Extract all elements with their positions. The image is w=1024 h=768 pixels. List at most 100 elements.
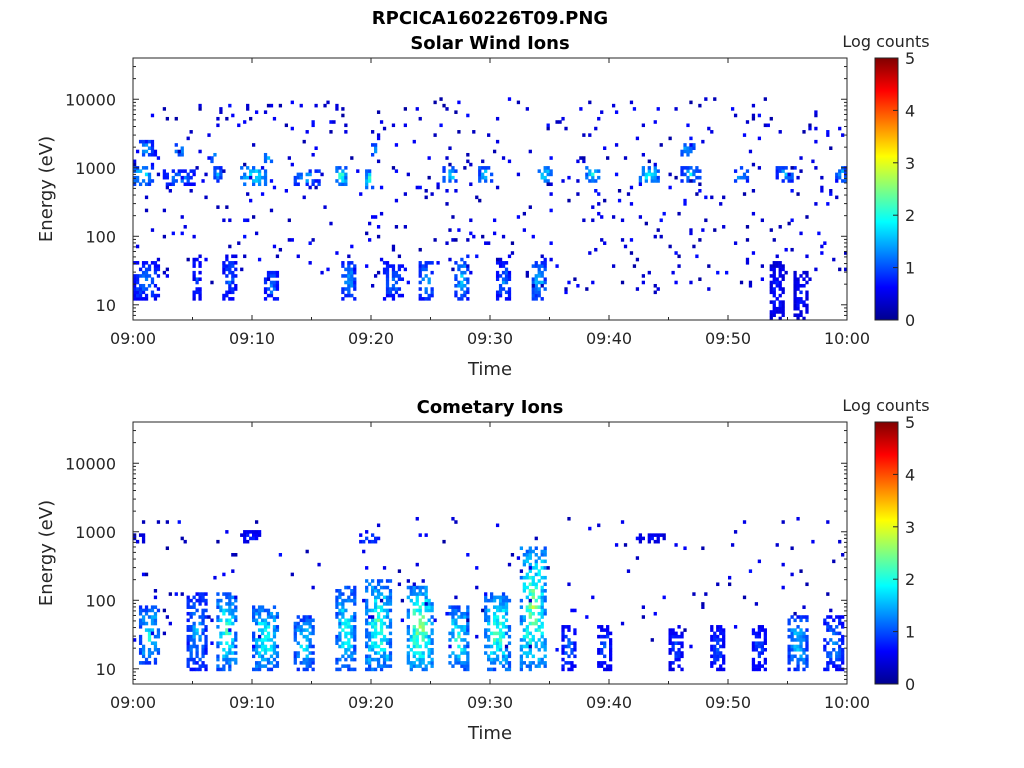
heatmap-cell — [775, 172, 779, 177]
heatmap-cell — [454, 625, 458, 629]
heatmap-cell — [829, 189, 833, 193]
heatmap-cell — [153, 661, 158, 665]
heatmap-cell — [454, 618, 458, 623]
heatmap-cell — [534, 277, 538, 281]
heatmap-cell — [153, 270, 158, 275]
heatmap-cell — [719, 638, 723, 642]
heatmap-cell — [820, 175, 824, 180]
heatmap-cell — [454, 608, 458, 613]
heatmap-cell — [531, 634, 535, 639]
heatmap-cell — [442, 103, 446, 108]
heatmap-cell — [760, 264, 764, 268]
heatmap-cell — [668, 136, 672, 141]
heatmap-cell — [540, 589, 544, 593]
heatmap-cell — [478, 179, 482, 183]
heatmap-cell — [427, 654, 431, 659]
heatmap-cell — [829, 615, 833, 619]
heatmap-cell — [150, 280, 155, 285]
heatmap-cell — [457, 654, 461, 659]
heatmap-cell — [492, 657, 497, 662]
heatmap-cell — [522, 638, 526, 642]
heatmap-cell — [540, 283, 544, 288]
heatmap-cell — [350, 618, 354, 623]
heatmap-cell — [225, 641, 229, 645]
heatmap-cell — [192, 290, 196, 295]
x-tick-label: 09:00 — [110, 329, 156, 348]
heatmap-cell — [487, 657, 491, 662]
heatmap-cell — [594, 169, 598, 173]
heatmap-cell — [186, 641, 190, 645]
heatmap-cell — [353, 631, 357, 636]
heatmap-cell — [338, 667, 342, 672]
heatmap-cell — [144, 661, 149, 665]
heatmap-cell — [409, 589, 413, 593]
heatmap-cell — [671, 661, 675, 665]
panel-cometary: Cometary Ions 09:00 09:10 09:20 09:30 09:40 0… — [36, 396, 930, 744]
heatmap-cell — [192, 661, 196, 665]
heatmap-cell — [543, 589, 547, 593]
heatmap-cell — [719, 667, 723, 672]
heatmap-cell — [680, 634, 684, 639]
y-tick-label: 10 — [96, 660, 116, 679]
heatmap-cell — [186, 611, 190, 616]
heatmap-cell — [567, 654, 571, 659]
colorbar-tick-label: 2 — [905, 570, 915, 589]
heatmap-cell — [141, 297, 146, 301]
heatmap-cell — [757, 136, 762, 141]
heatmap-cell — [192, 297, 196, 301]
heatmap-cell — [144, 208, 149, 213]
heatmap-cell — [540, 657, 544, 662]
heatmap-cell — [228, 605, 232, 609]
heatmap-cell — [713, 634, 717, 639]
heatmap-cell — [147, 647, 152, 652]
heatmap-cell — [385, 280, 390, 285]
heatmap-cell — [308, 644, 312, 649]
heatmap-cell — [686, 179, 690, 183]
heatmap-cell — [463, 166, 467, 170]
heatmap-cell — [320, 172, 324, 177]
heatmap-cell — [498, 608, 503, 613]
heatmap-cell — [376, 661, 381, 665]
heatmap-cell — [460, 625, 464, 629]
heatmap-cell — [263, 618, 268, 623]
heatmap-cell — [733, 625, 738, 629]
heatmap-cell — [760, 277, 764, 281]
heatmap-cell — [189, 625, 193, 629]
heatmap-cell — [147, 267, 152, 272]
heatmap-cell — [540, 592, 544, 596]
heatmap-cell — [424, 189, 428, 193]
heatmap-cell — [766, 123, 770, 128]
heatmap-cell — [147, 152, 152, 157]
heatmap-cell — [466, 277, 470, 281]
heatmap-cell — [698, 103, 702, 108]
heatmap-cell — [353, 283, 357, 288]
heatmap-cell — [448, 228, 452, 232]
heatmap-cell — [237, 123, 241, 128]
heatmap-cometary — [133, 516, 845, 672]
heatmap-cell — [293, 179, 297, 183]
heatmap-cell — [144, 277, 149, 281]
heatmap-cell — [528, 661, 532, 665]
heatmap-cell — [832, 618, 836, 623]
heatmap-cell — [204, 615, 208, 619]
heatmap-cell — [222, 270, 226, 275]
heatmap-cell — [421, 585, 425, 590]
heatmap-cell — [350, 634, 354, 639]
heatmap-cell — [388, 641, 393, 645]
heatmap-cell — [781, 277, 785, 281]
heatmap-cell — [534, 598, 538, 603]
heatmap-cell — [341, 169, 345, 173]
heatmap-cell — [585, 175, 589, 180]
heatmap-cell — [519, 605, 524, 609]
heatmap-cell — [335, 103, 339, 108]
heatmap-cell — [180, 175, 184, 180]
heatmap-cell — [133, 159, 137, 164]
heatmap-cell — [832, 661, 836, 665]
heatmap-cell — [463, 667, 467, 672]
heatmap-cell — [656, 179, 660, 183]
heatmap-cell — [466, 113, 470, 118]
heatmap-cell — [219, 107, 223, 111]
heatmap-cell — [150, 651, 155, 655]
heatmap-cell — [841, 641, 845, 645]
heatmap-cell — [204, 634, 208, 639]
